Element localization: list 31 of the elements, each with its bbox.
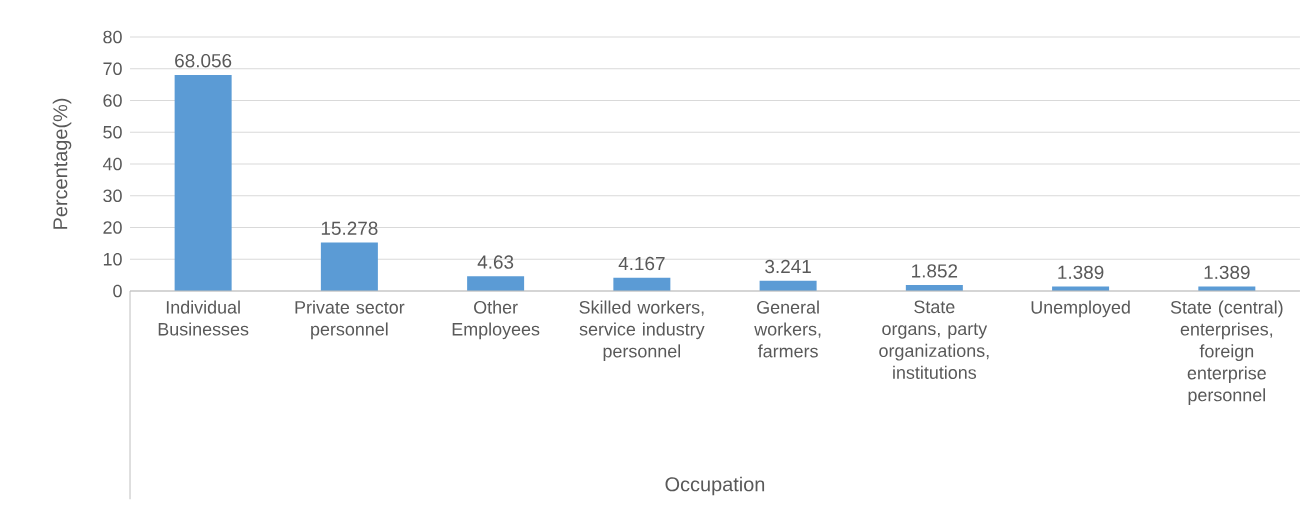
bar xyxy=(613,277,671,291)
bar xyxy=(174,74,232,291)
y-tick-label: 40 xyxy=(102,157,122,171)
data-label: 15.278 xyxy=(321,221,378,235)
data-label: 4.167 xyxy=(618,256,665,271)
y-tick-label: 50 xyxy=(103,125,122,139)
y-axis-title: Percentage(%) xyxy=(52,98,72,229)
x-tick-label: State organs, party organizations, institutions xyxy=(879,300,989,379)
bar xyxy=(467,276,525,291)
y-tick-label: 30 xyxy=(103,189,122,203)
data-label: 1.389 xyxy=(1058,265,1104,280)
y-tick-label: 20 xyxy=(103,221,122,234)
x-tick-label: Private sector personnel xyxy=(295,300,405,340)
data-label: 1.852 xyxy=(912,264,958,278)
data-label: 3.241 xyxy=(765,259,811,274)
x-tick-label: State (central) enterprises, foreign enterprise personnel xyxy=(1170,300,1283,405)
data-label: 68.056 xyxy=(175,53,232,68)
bar xyxy=(320,242,378,291)
x-tick-label: Skilled workers, service industry personnel xyxy=(579,300,705,362)
y-tick-label: 60 xyxy=(103,94,122,107)
y-tick-label: 10 xyxy=(103,252,122,266)
x-axis-title: Occupation xyxy=(665,476,765,496)
y-tick-label: 70 xyxy=(103,62,122,76)
y-tick-label: 0 xyxy=(113,284,122,298)
data-label: 1.389 xyxy=(1204,265,1250,280)
x-tick-label: Unemployed xyxy=(1031,300,1130,318)
x-tick-label: Individual Businesses xyxy=(158,300,249,336)
x-tick-label: Other Employees xyxy=(452,300,540,340)
x-tick-label: General workers, farmers xyxy=(754,300,821,358)
data-label: 4.63 xyxy=(477,255,514,269)
y-tick-label: 80 xyxy=(103,30,122,44)
